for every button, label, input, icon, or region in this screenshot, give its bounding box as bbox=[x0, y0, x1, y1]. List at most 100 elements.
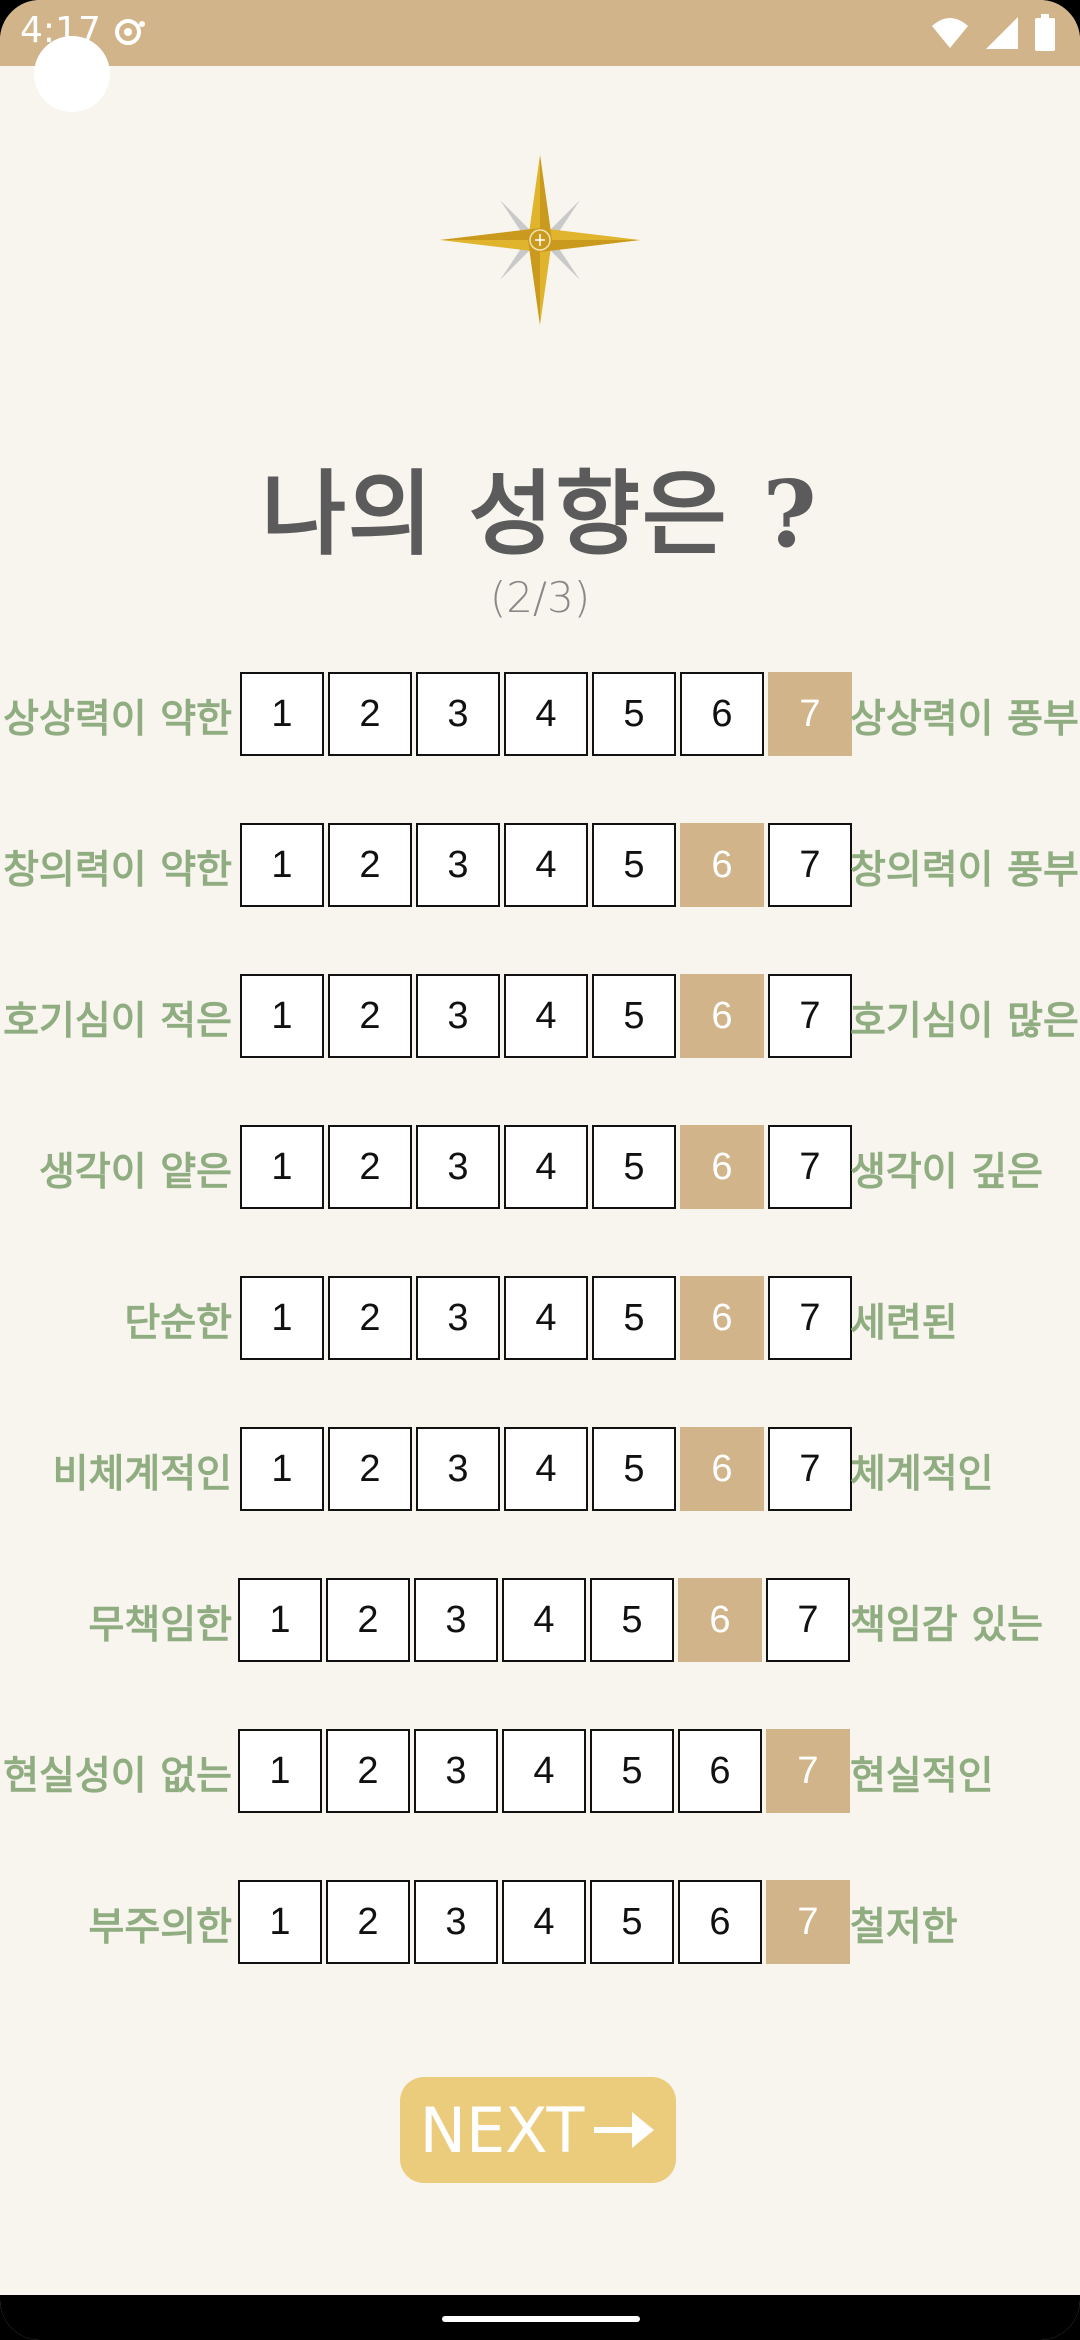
rating-option-6[interactable]: 6 bbox=[680, 974, 764, 1058]
rating-option-7[interactable]: 7 bbox=[766, 1880, 850, 1964]
rating-option-2[interactable]: 2 bbox=[326, 1880, 410, 1964]
rating-option-3[interactable]: 3 bbox=[416, 1427, 500, 1511]
rating-option-4[interactable]: 4 bbox=[504, 974, 588, 1058]
rating-option-1[interactable]: 1 bbox=[238, 1729, 322, 1813]
rating-option-5[interactable]: 5 bbox=[590, 1729, 674, 1813]
rating-option-5[interactable]: 5 bbox=[590, 1880, 674, 1964]
rating-option-5[interactable]: 5 bbox=[592, 672, 676, 756]
rating-option-4[interactable]: 4 bbox=[504, 1125, 588, 1209]
rating-option-3[interactable]: 3 bbox=[414, 1880, 498, 1964]
page-title: 나의 성향은 ? bbox=[261, 460, 819, 568]
status-icons bbox=[930, 12, 1056, 54]
label-left: 부주의한 bbox=[88, 1905, 232, 1950]
rating-option-2[interactable]: 2 bbox=[328, 1125, 412, 1209]
rating-option-5[interactable]: 5 bbox=[590, 1578, 674, 1662]
rating-option-4[interactable]: 4 bbox=[504, 1427, 588, 1511]
label-left: 호기심이 적은 bbox=[3, 999, 232, 1044]
label-left: 단순한 bbox=[124, 1301, 232, 1346]
rating-option-5[interactable]: 5 bbox=[592, 1276, 676, 1360]
label-left: 현실성이 없는 bbox=[3, 1754, 232, 1799]
battery-icon bbox=[1035, 14, 1055, 51]
label-right: 호기심이 많은 bbox=[850, 999, 1079, 1044]
rating-option-3[interactable]: 3 bbox=[416, 672, 500, 756]
rating-option-4[interactable]: 4 bbox=[502, 1729, 586, 1813]
rating-option-6[interactable]: 6 bbox=[680, 1276, 764, 1360]
rating-option-6[interactable]: 6 bbox=[678, 1880, 762, 1964]
rating-option-3[interactable]: 3 bbox=[416, 1276, 500, 1360]
rating-option-7[interactable]: 7 bbox=[768, 823, 852, 907]
label-left: 창의력이 약한 bbox=[3, 848, 232, 893]
rating-option-7[interactable]: 7 bbox=[768, 1427, 852, 1511]
rating-option-1[interactable]: 1 bbox=[238, 1578, 322, 1662]
rating-option-4[interactable]: 4 bbox=[504, 672, 588, 756]
rating-option-3[interactable]: 3 bbox=[414, 1729, 498, 1813]
next-button[interactable]: NEXT bbox=[400, 2077, 676, 2183]
notification-icon bbox=[115, 19, 145, 45]
question-row: 생각이 얕은 1 2 3 4 5 6 7 생각이 깊은 bbox=[0, 1125, 1080, 1209]
label-left: 생각이 얕은 bbox=[39, 1150, 232, 1195]
rating-option-1[interactable]: 1 bbox=[240, 1125, 324, 1209]
rating-option-2[interactable]: 2 bbox=[328, 1427, 412, 1511]
rating-option-5[interactable]: 5 bbox=[592, 823, 676, 907]
rating-option-3[interactable]: 3 bbox=[416, 1125, 500, 1209]
rating-option-7[interactable]: 7 bbox=[766, 1578, 850, 1662]
rating-option-4[interactable]: 4 bbox=[504, 1276, 588, 1360]
rating-option-2[interactable]: 2 bbox=[326, 1729, 410, 1813]
rating-option-6[interactable]: 6 bbox=[678, 1729, 762, 1813]
question-row: 호기심이 적은 1 2 3 4 5 6 7 호기심이 많은 bbox=[0, 974, 1080, 1058]
rating-option-7[interactable]: 7 bbox=[768, 1125, 852, 1209]
rating-option-1[interactable]: 1 bbox=[240, 1276, 324, 1360]
rating-option-7[interactable]: 7 bbox=[766, 1729, 850, 1813]
rating-option-2[interactable]: 2 bbox=[328, 823, 412, 907]
rating-option-5[interactable]: 5 bbox=[592, 974, 676, 1058]
home-indicator[interactable] bbox=[442, 2316, 640, 2322]
status-bar: 4:17 bbox=[0, 0, 1080, 66]
rating-option-5[interactable]: 5 bbox=[592, 1427, 676, 1511]
rating-option-6[interactable]: 6 bbox=[680, 1427, 764, 1511]
label-right: 창의력이 풍부한 bbox=[850, 848, 1080, 893]
label-right: 철저한 bbox=[850, 1905, 958, 1950]
rating-option-3[interactable]: 3 bbox=[414, 1578, 498, 1662]
rating-option-1[interactable]: 1 bbox=[240, 823, 324, 907]
question-row: 단순한 1 2 3 4 5 6 7 세련된 bbox=[0, 1276, 1080, 1360]
rating-option-6[interactable]: 6 bbox=[680, 1125, 764, 1209]
rating-option-6[interactable]: 6 bbox=[680, 823, 764, 907]
rating-option-7[interactable]: 7 bbox=[768, 1276, 852, 1360]
camera-cutout bbox=[34, 36, 110, 112]
rating-option-2[interactable]: 2 bbox=[326, 1578, 410, 1662]
rating-option-6[interactable]: 6 bbox=[680, 672, 764, 756]
arrow-right-icon bbox=[594, 2112, 655, 2148]
rating-option-6[interactable]: 6 bbox=[678, 1578, 762, 1662]
rating-option-1[interactable]: 1 bbox=[240, 974, 324, 1058]
rating-option-2[interactable]: 2 bbox=[328, 1276, 412, 1360]
question-row: 현실성이 없는 1 2 3 4 5 6 7 현실적인 bbox=[0, 1729, 1080, 1813]
rating-option-1[interactable]: 1 bbox=[238, 1880, 322, 1964]
rating-option-5[interactable]: 5 bbox=[592, 1125, 676, 1209]
rating-option-4[interactable]: 4 bbox=[502, 1880, 586, 1964]
rating-option-2[interactable]: 2 bbox=[328, 974, 412, 1058]
rating-option-4[interactable]: 4 bbox=[504, 823, 588, 907]
rating-option-4[interactable]: 4 bbox=[502, 1578, 586, 1662]
question-row: 무책임한 1 2 3 4 5 6 7 책임감 있는 bbox=[0, 1578, 1080, 1662]
rating-option-7[interactable]: 7 bbox=[768, 672, 852, 756]
rating-option-3[interactable]: 3 bbox=[416, 823, 500, 907]
rating-option-7[interactable]: 7 bbox=[768, 974, 852, 1058]
compass-star-icon bbox=[440, 155, 640, 325]
label-left: 무책임한 bbox=[88, 1603, 232, 1648]
rating-option-1[interactable]: 1 bbox=[240, 672, 324, 756]
label-right: 체계적인 bbox=[850, 1452, 994, 1497]
label-right: 상상력이 풍부한 bbox=[850, 697, 1080, 742]
label-right: 세련된 bbox=[850, 1301, 958, 1346]
rating-option-2[interactable]: 2 bbox=[328, 672, 412, 756]
rating-option-3[interactable]: 3 bbox=[416, 974, 500, 1058]
rating-option-1[interactable]: 1 bbox=[240, 1427, 324, 1511]
